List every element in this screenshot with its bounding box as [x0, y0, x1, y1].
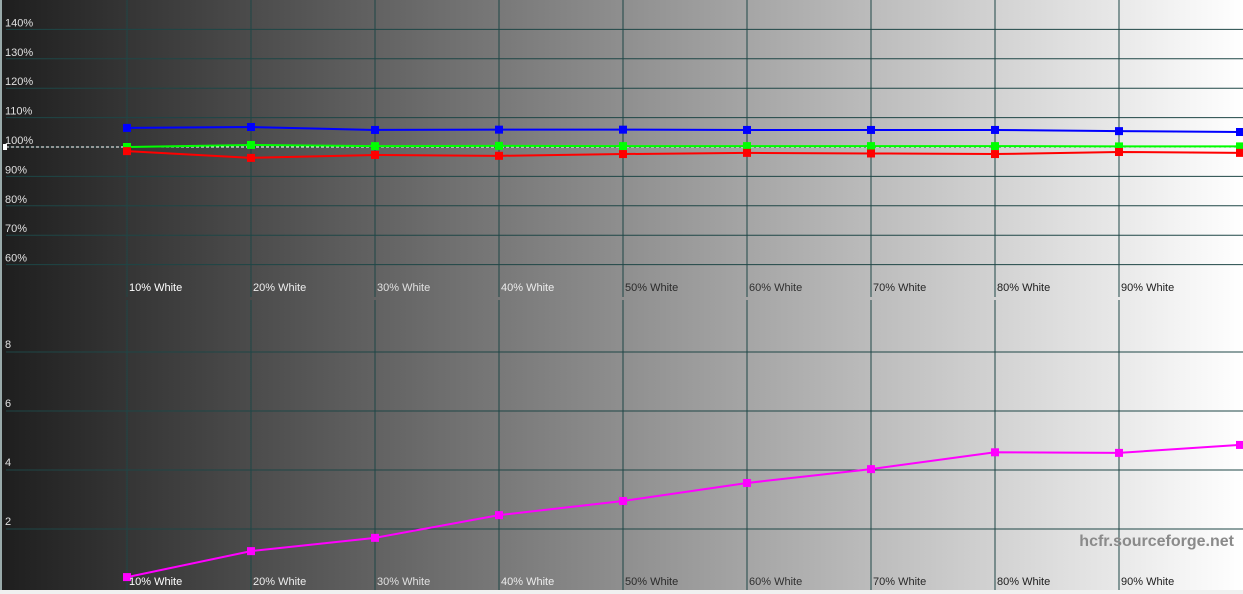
y-tick-label: 80%: [5, 194, 27, 206]
x-category-label: 70% White: [873, 282, 926, 294]
y-tick-label: 90%: [5, 164, 27, 176]
watermark: hcfr.sourceforge.net: [1079, 533, 1234, 550]
data-point: [991, 448, 999, 457]
x-category-label: 10% White: [129, 576, 182, 588]
data-point: [247, 547, 255, 556]
data-point: [247, 140, 255, 149]
y-tick-label: 130%: [5, 47, 33, 59]
x-category-label: 20% White: [253, 576, 306, 588]
data-point: [743, 148, 751, 157]
data-point: [123, 573, 131, 582]
data-point: [123, 147, 131, 156]
x-category-label: 60% White: [749, 282, 802, 294]
x-category-label: 30% White: [377, 282, 430, 294]
data-point: [743, 125, 751, 134]
data-point: [867, 465, 875, 474]
data-point: [371, 125, 379, 134]
y-tick-label: 110%: [5, 106, 33, 118]
series-line: [126, 126, 1241, 134]
rgb-levels-panel: 60% 70% 80% 90% 100% 110% 120% 130% 140% 10% Whit…: [3, 0, 1243, 297]
left-border: [0, 0, 2, 590]
series-line: [126, 443, 1241, 579]
data-point: [619, 125, 627, 134]
x-category-label: 80% White: [997, 576, 1050, 588]
data-point: [867, 125, 875, 134]
x-category-label: 20% White: [253, 282, 306, 294]
x-category-label: 70% White: [873, 576, 926, 588]
data-point: [1236, 148, 1243, 157]
y-tick-label: 140%: [5, 17, 33, 29]
x-category-label: 90% White: [1121, 282, 1174, 294]
data-point: [619, 150, 627, 159]
data-point: [495, 151, 503, 160]
bottom-tab-strip: [0, 590, 1243, 594]
data-point: [495, 141, 503, 150]
data-point: [371, 150, 379, 159]
y-tick-label: 120%: [5, 76, 33, 88]
data-point: [1236, 142, 1243, 151]
y-tick-label: 60%: [5, 253, 27, 265]
data-point: [1115, 448, 1123, 457]
reference-marker: [3, 144, 7, 150]
data-point: [1115, 142, 1123, 151]
series-line: [126, 143, 1240, 148]
x-category-label: 80% White: [997, 282, 1050, 294]
x-category-label: 60% White: [749, 576, 802, 588]
y-tick-label: 70%: [5, 223, 27, 235]
x-category-label: 50% White: [625, 576, 678, 588]
data-point: [619, 496, 627, 505]
x-category-label: 10% White: [129, 282, 182, 294]
y-tick-label: 2: [5, 516, 11, 528]
series-line: [126, 150, 1241, 159]
data-point: [867, 149, 875, 158]
data-point: [123, 123, 131, 132]
deltae-panel: 2 4 6 8 10% White 20% White 30% White 40% White…: [5, 300, 1243, 591]
x-category-label: 50% White: [625, 282, 678, 294]
y-tick-label: 100%: [5, 135, 33, 147]
x-category-label: 30% White: [377, 576, 430, 588]
data-point: [1236, 128, 1243, 137]
data-point: [619, 142, 627, 151]
data-point: [991, 125, 999, 134]
data-point: [991, 150, 999, 159]
data-point: [495, 125, 503, 134]
data-point: [1115, 147, 1123, 156]
data-point: [991, 142, 999, 151]
y-tick-label: 6: [5, 398, 11, 410]
data-point: [371, 533, 379, 542]
y-tick-label: 8: [5, 339, 11, 351]
data-point: [867, 142, 875, 151]
data-point: [1115, 127, 1123, 136]
data-point: [743, 478, 751, 487]
data-point: [1236, 440, 1243, 449]
x-category-label: 40% White: [501, 282, 554, 294]
y-tick-label: 4: [5, 457, 11, 469]
data-point: [495, 511, 503, 520]
data-point: [743, 142, 751, 151]
x-category-label: 90% White: [1121, 576, 1174, 588]
data-point: [371, 142, 379, 151]
data-point: [247, 123, 255, 132]
x-category-label: 40% White: [501, 576, 554, 588]
data-point: [123, 143, 131, 151]
data-point: [247, 153, 255, 162]
